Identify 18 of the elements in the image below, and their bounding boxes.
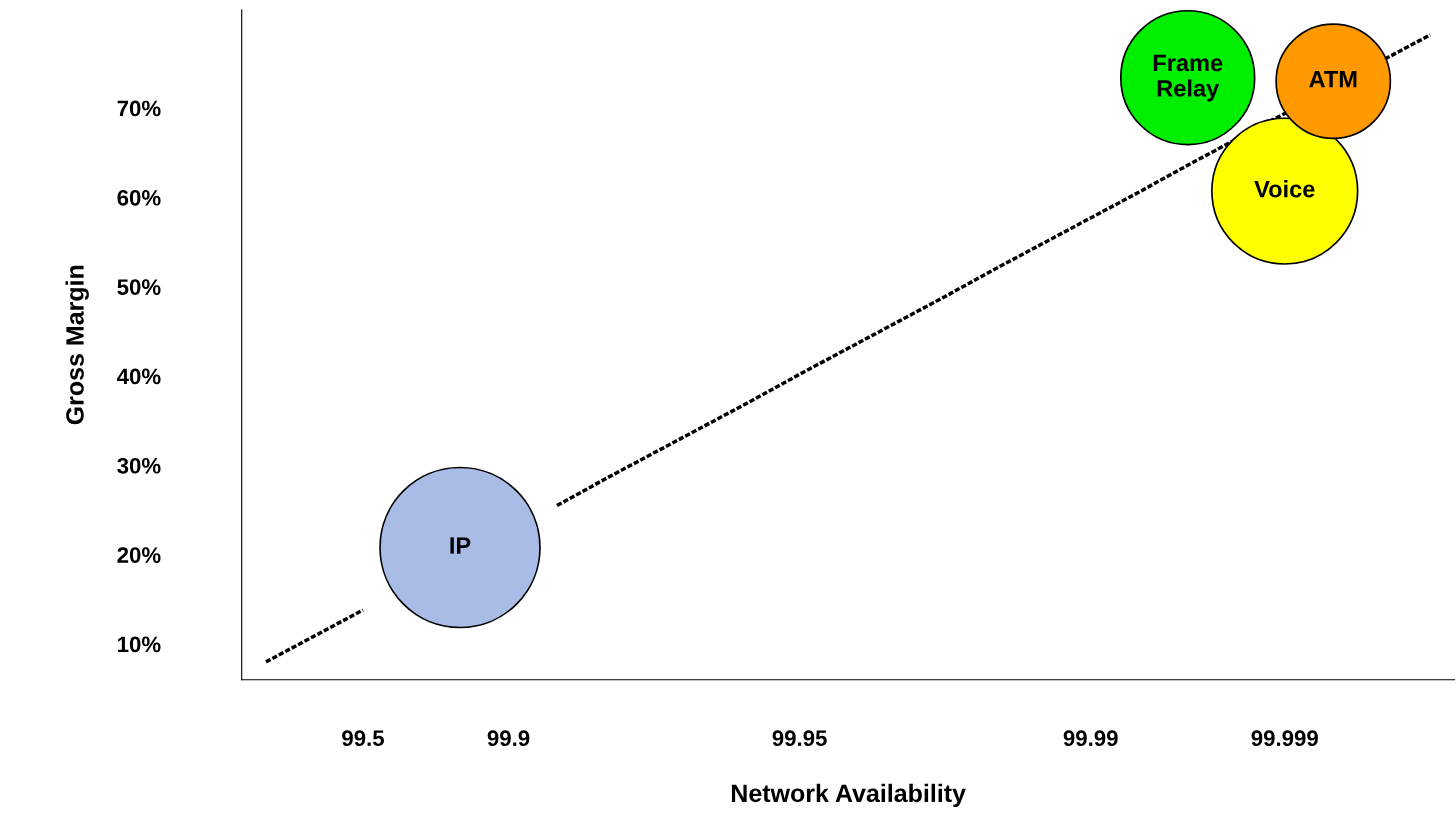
x-tick-label: 99.5 <box>342 730 384 747</box>
x-tick-label: 99.999 <box>1251 730 1318 747</box>
y-tick-label: 30% <box>117 457 161 474</box>
y-axis-title: Gross Margin <box>65 265 89 425</box>
y-tick-label: 40% <box>117 368 161 385</box>
series-label: IP <box>450 537 471 554</box>
y-tick-label: 70% <box>117 100 161 117</box>
x-axis-title: Network Availability <box>731 783 966 808</box>
y-tick-label: 60% <box>117 189 161 206</box>
x-tick-label: 99.9 <box>487 730 530 747</box>
y-tick-label: 20% <box>117 547 161 563</box>
x-tick-label: 99.95 <box>772 730 827 747</box>
y-tick-label: 50% <box>117 279 161 295</box>
y-tick-label: 10% <box>118 636 161 653</box>
x-tick-label: 99.99 <box>1063 730 1118 747</box>
series-label: Frame Relay <box>1153 54 1223 102</box>
series-label: Voice <box>1254 180 1315 198</box>
series-label: ATM <box>1309 71 1357 88</box>
